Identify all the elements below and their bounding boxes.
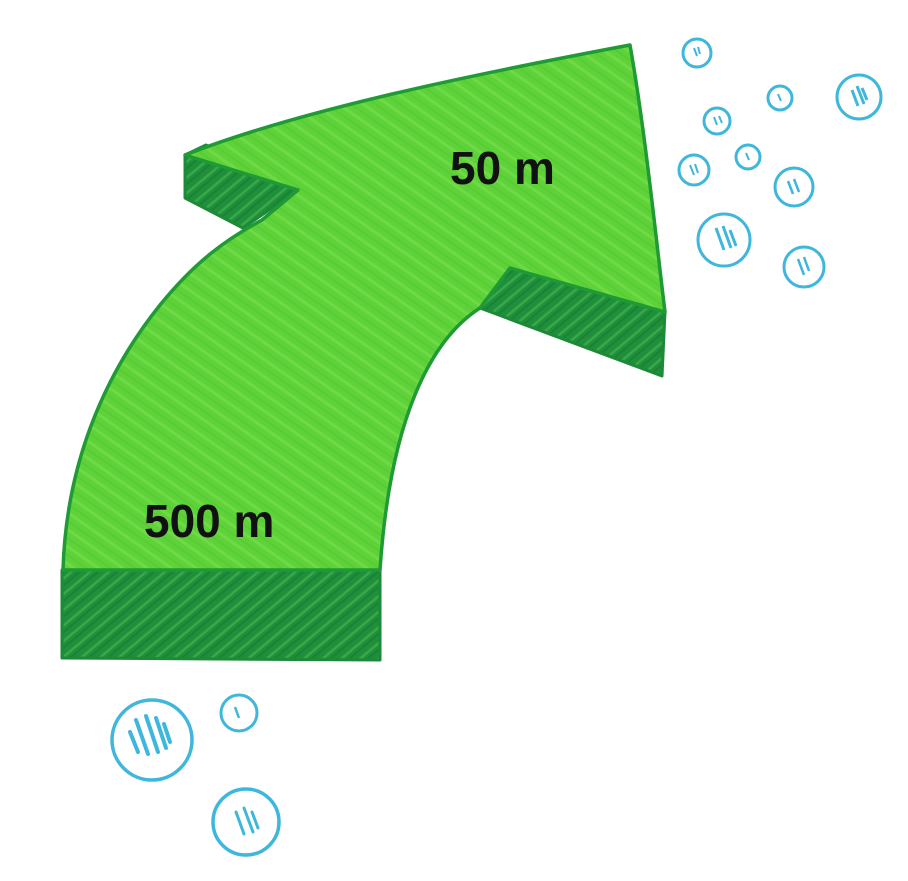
bubble-group-top-right [677, 37, 883, 289]
bubble-group-bottom-left [110, 693, 281, 857]
bubble-icon [835, 73, 883, 121]
bubble-icon [211, 787, 281, 857]
bubble-icon [681, 37, 713, 69]
bubble-icon [773, 166, 815, 208]
bubble-icon [677, 153, 711, 187]
bubble-icon [782, 245, 826, 289]
bubble-icon [219, 693, 259, 733]
arrow-base-side [60, 568, 382, 662]
bubble-icon [702, 106, 732, 136]
bottom-distance-label: 500 m [144, 495, 275, 547]
arrow-side-faces [60, 143, 667, 662]
top-distance-label: 50 m [450, 142, 555, 194]
arrow-icon [61, 43, 667, 572]
bubble-icon [696, 212, 752, 268]
